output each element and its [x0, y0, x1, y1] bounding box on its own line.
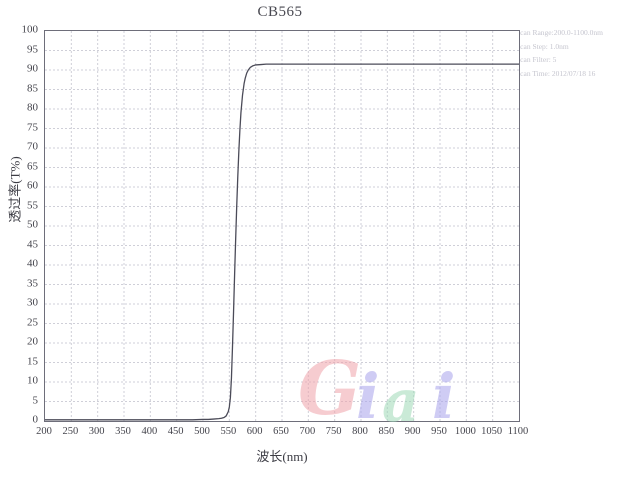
y-tick-label: 100 — [21, 23, 39, 36]
y-tick-label: 80 — [27, 101, 38, 114]
x-tick-label: 950 — [431, 426, 447, 437]
scan-step-text: Scan Step: 1.0nm — [516, 41, 569, 51]
x-tick-label: 750 — [325, 426, 342, 437]
y-tick-label: 10 — [27, 374, 38, 387]
x-tick-label: 800 — [352, 426, 368, 437]
x-tick-label: 1100 — [507, 426, 529, 437]
y-tick-label: 60 — [27, 179, 38, 192]
y-tick-label: 95 — [27, 43, 38, 55]
x-tick-label: 1050 — [481, 426, 503, 437]
page-title: CB565 — [257, 4, 303, 20]
x-axis-title: 波长(nm) — [256, 449, 308, 464]
x-tick-label: 550 — [220, 426, 237, 437]
y-tick-label: 50 — [27, 218, 38, 231]
y-tick-label: 40 — [27, 257, 38, 270]
x-tick-label: 1000 — [454, 426, 476, 437]
x-tick-label: 700 — [299, 426, 316, 437]
gridlines — [45, 31, 519, 421]
x-tick-label: 450 — [167, 426, 184, 437]
x-tick-label: 500 — [194, 426, 210, 437]
y-tick-label: 20 — [27, 335, 38, 348]
y-tick-label: 85 — [27, 82, 38, 94]
y-tick-label: 45 — [27, 238, 38, 250]
x-tick-label: 250 — [62, 426, 79, 437]
y-tick-label: 90 — [27, 62, 38, 75]
scan-time-text: Scan Time: 2012/07/18 16 — [516, 68, 596, 78]
plot-area — [44, 30, 520, 422]
x-tick-label: 850 — [378, 426, 395, 437]
scan-info-block: Scan Range:200.0-1100.0nm Scan Step: 1.0… — [516, 26, 640, 80]
y-tick-label: 70 — [27, 140, 38, 153]
x-tick-label: 650 — [273, 426, 289, 437]
x-tick-label: 400 — [141, 426, 158, 437]
y-tick-label: 30 — [27, 296, 38, 309]
scan-range-text: Scan Range:200.0-1100.0nm — [516, 28, 604, 37]
y-tick-label: 25 — [27, 316, 38, 328]
y-tick-label: 55 — [27, 199, 38, 211]
x-tick-label: 900 — [404, 426, 421, 437]
y-tick-label: 5 — [32, 394, 39, 406]
y-tick-label: 0 — [32, 413, 39, 426]
x-tick-label: 600 — [246, 426, 263, 437]
x-axis-tick-labels: 200 250 300 350 400 450 500 550 600 650 700 750 800 8… — [36, 426, 528, 442]
y-tick-label: 65 — [27, 160, 38, 172]
transmittance-curve — [45, 63, 519, 421]
x-tick-label: 300 — [88, 426, 105, 437]
x-tick-label: 350 — [115, 426, 131, 437]
y-axis-title: 透过率(T%) — [7, 156, 23, 223]
x-tick-label: 200 — [36, 426, 52, 437]
y-tick-label: 15 — [27, 355, 38, 367]
scan-filter-text: Scan Filter: 5 — [516, 55, 557, 64]
y-tick-label: 35 — [27, 277, 38, 289]
y-axis-tick-labels: 0 5 10 15 20 25 30 35 40 45 50 55 60 65 70 75 80 85 90 95 10… — [0, 24, 40, 425]
y-tick-label: 75 — [27, 121, 38, 133]
